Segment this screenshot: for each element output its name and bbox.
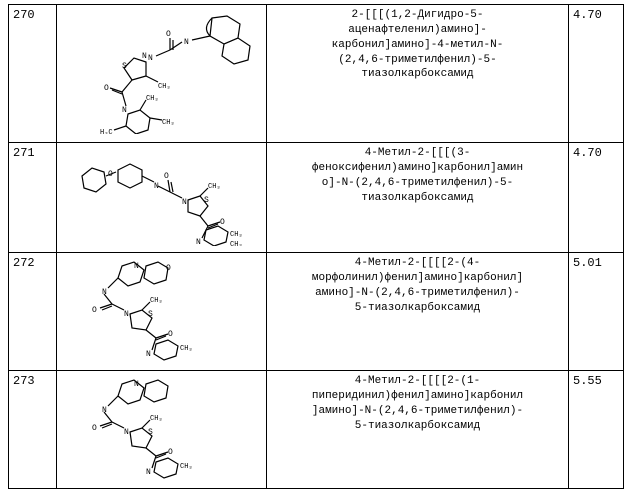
svg-text:O: O [166,30,171,39]
svg-text:N: N [124,310,129,319]
table-row: 272 N O N O N S CH₃ [9,253,624,371]
svg-text:N: N [124,428,129,437]
svg-text:N: N [196,238,201,246]
svg-text:O: O [92,306,97,315]
compound-name: 4-Метил-2-[[[(3-феноксифенил)амино]карбо… [267,143,569,253]
table-row: 270 N O N S N CH₃ [9,5,624,143]
compound-name: 4-Метил-2-[[[[2-(1-пиперидинил)фенил]ами… [267,371,569,489]
svg-text:CH₃: CH₃ [180,345,193,353]
svg-text:N: N [184,38,189,47]
molecule-structure-icon: O N O N S CH₃ O N [62,146,262,246]
structure-cell: N O N S N CH₃ O N C [57,5,267,143]
svg-text:O: O [168,448,173,457]
row-value: 5.01 [569,253,624,371]
row-value: 4.70 [569,143,624,253]
svg-text:S: S [148,428,153,437]
svg-text:N: N [102,406,107,415]
svg-text:CH₃: CH₃ [162,119,175,127]
row-id: 272 [9,253,57,371]
svg-text:H₃C: H₃C [100,129,113,134]
molecule-structure-icon: N O N O N S CH₃ O N [62,256,262,364]
svg-text:O: O [164,172,169,181]
svg-text:CH₃: CH₃ [146,95,159,103]
row-id: 271 [9,143,57,253]
svg-text:N: N [134,380,139,389]
svg-text:S: S [204,196,209,205]
svg-text:O: O [166,264,171,273]
svg-text:N: N [146,468,151,477]
svg-text:CH₃: CH₃ [208,183,221,191]
svg-text:N: N [146,350,151,359]
svg-text:CH₃: CH₃ [158,83,171,91]
row-value: 4.70 [569,5,624,143]
structure-cell: N N O N S CH₃ O N C [57,371,267,489]
row-id: 270 [9,5,57,143]
svg-text:CH₃: CH₃ [150,415,163,423]
table-row: 271 O N O N S CH₃ [9,143,624,253]
svg-text:S: S [148,310,153,319]
svg-text:O: O [92,424,97,433]
svg-text:O: O [104,84,109,93]
compound-table: 270 N O N S N CH₃ [8,4,624,489]
compound-name: 2-[[[(1,2-Дигидро-5-аценафтеленил)амино]… [267,5,569,143]
structure-cell: O N O N S CH₃ O N [57,143,267,253]
compound-name: 4-Метил-2-[[[[2-(4-морфолинил)фенил]амин… [267,253,569,371]
svg-text:N: N [148,54,153,63]
svg-text:N: N [134,262,139,271]
svg-text:CH₃: CH₃ [230,241,243,246]
row-value: 5.55 [569,371,624,489]
table-body: 270 N O N S N CH₃ [9,5,624,489]
svg-text:O: O [220,218,225,227]
row-id: 273 [9,371,57,489]
svg-text:O: O [168,330,173,339]
svg-text:CH₃: CH₃ [230,231,243,239]
svg-text:S: S [122,62,127,71]
svg-text:CH₃: CH₃ [150,297,163,305]
page-container: 270 N O N S N CH₃ [0,0,632,500]
molecule-structure-icon: N N O N S CH₃ O N C [62,374,262,482]
svg-text:N: N [102,288,107,297]
svg-text:N: N [142,52,147,61]
molecule-structure-icon: N O N S N CH₃ O N C [62,8,262,134]
table-row: 273 N N O N S CH₃ [9,371,624,489]
svg-text:N: N [122,106,127,115]
svg-text:CH₃: CH₃ [180,463,193,471]
svg-text:N: N [182,198,187,207]
structure-cell: N O N O N S CH₃ O N [57,253,267,371]
